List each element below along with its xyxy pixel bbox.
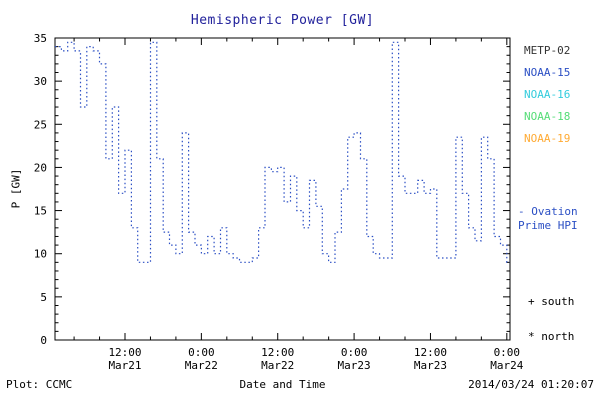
y-tick-label: 15: [34, 205, 47, 218]
x-tick-time-label: 12:00: [414, 346, 447, 359]
x-tick-date-label: Mar23: [338, 359, 371, 372]
x-axis-label: Date and Time: [239, 378, 326, 391]
x-tick-date-label: Mar22: [261, 359, 294, 372]
x-tick-date-label: Mar23: [414, 359, 447, 372]
y-tick-label: 25: [34, 118, 47, 131]
x-tick-time-label: 12:00: [261, 346, 294, 359]
y-tick-label: 30: [34, 75, 47, 88]
legend-item-metp-02: METP-02: [524, 44, 571, 57]
plot-source-label: Plot: CCMC: [6, 378, 73, 391]
y-tick-label: 5: [40, 291, 47, 304]
legend-item-noaa-18: NOAA-18: [524, 110, 571, 123]
ovation-legend-line2: Prime HPI: [518, 219, 578, 232]
satellite-legend: METP-02 NOAA-15 NOAA-16 NOAA-18 NOAA-19: [524, 40, 570, 150]
chart-title: Hemispheric Power [GW]: [190, 13, 375, 28]
plot-frame: [54, 37, 511, 341]
y-tick-label: 0: [40, 334, 47, 347]
x-tick-time-label: 0:00: [494, 346, 521, 359]
x-tick-time-label: 0:00: [188, 346, 215, 359]
y-tick-label: 35: [34, 32, 47, 45]
x-tick-time-label: 12:00: [108, 346, 141, 359]
x-tick-date-label: Mar24: [490, 359, 523, 372]
x-tick-time-label: 0:00: [341, 346, 368, 359]
x-tick-date-label: Mar22: [185, 359, 218, 372]
x-tick-date-label: Mar21: [108, 359, 141, 372]
hemispheric-power-line: [55, 41, 510, 263]
legend-item-noaa-16: NOAA-16: [524, 88, 571, 101]
south-marker-label: + south: [528, 295, 575, 308]
timestamp: 2014/03/24 01:20:07: [468, 378, 594, 391]
ovation-legend-line1: - Ovation: [518, 205, 578, 218]
legend-item-noaa-19: NOAA-19: [524, 132, 571, 145]
north-marker-label: * north: [528, 330, 575, 343]
y-tick-label: 10: [34, 248, 47, 261]
legend-item-noaa-15: NOAA-15: [524, 66, 571, 79]
ovation-legend: - Ovation Prime HPI: [518, 205, 578, 233]
y-tick-label: 20: [34, 161, 47, 174]
